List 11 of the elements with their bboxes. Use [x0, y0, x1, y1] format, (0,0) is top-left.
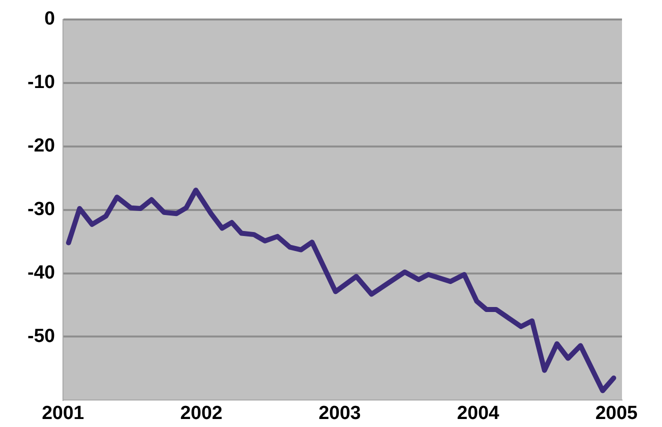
x-tick-label: 2001: [42, 402, 85, 424]
x-tick-label: 2002: [180, 402, 223, 424]
x-tick-label: 2004: [456, 402, 500, 424]
x-tick-label: 2003: [318, 402, 361, 424]
x-tick-label: 2005: [595, 402, 638, 424]
y-tick-label: 0: [44, 8, 55, 30]
y-tick-label: -20: [28, 136, 55, 157]
y-tick-label: -30: [28, 199, 55, 220]
y-tick-label: -50: [28, 326, 55, 347]
y-tick-label: -10: [28, 72, 55, 94]
y-tick-label: -40: [28, 262, 55, 284]
